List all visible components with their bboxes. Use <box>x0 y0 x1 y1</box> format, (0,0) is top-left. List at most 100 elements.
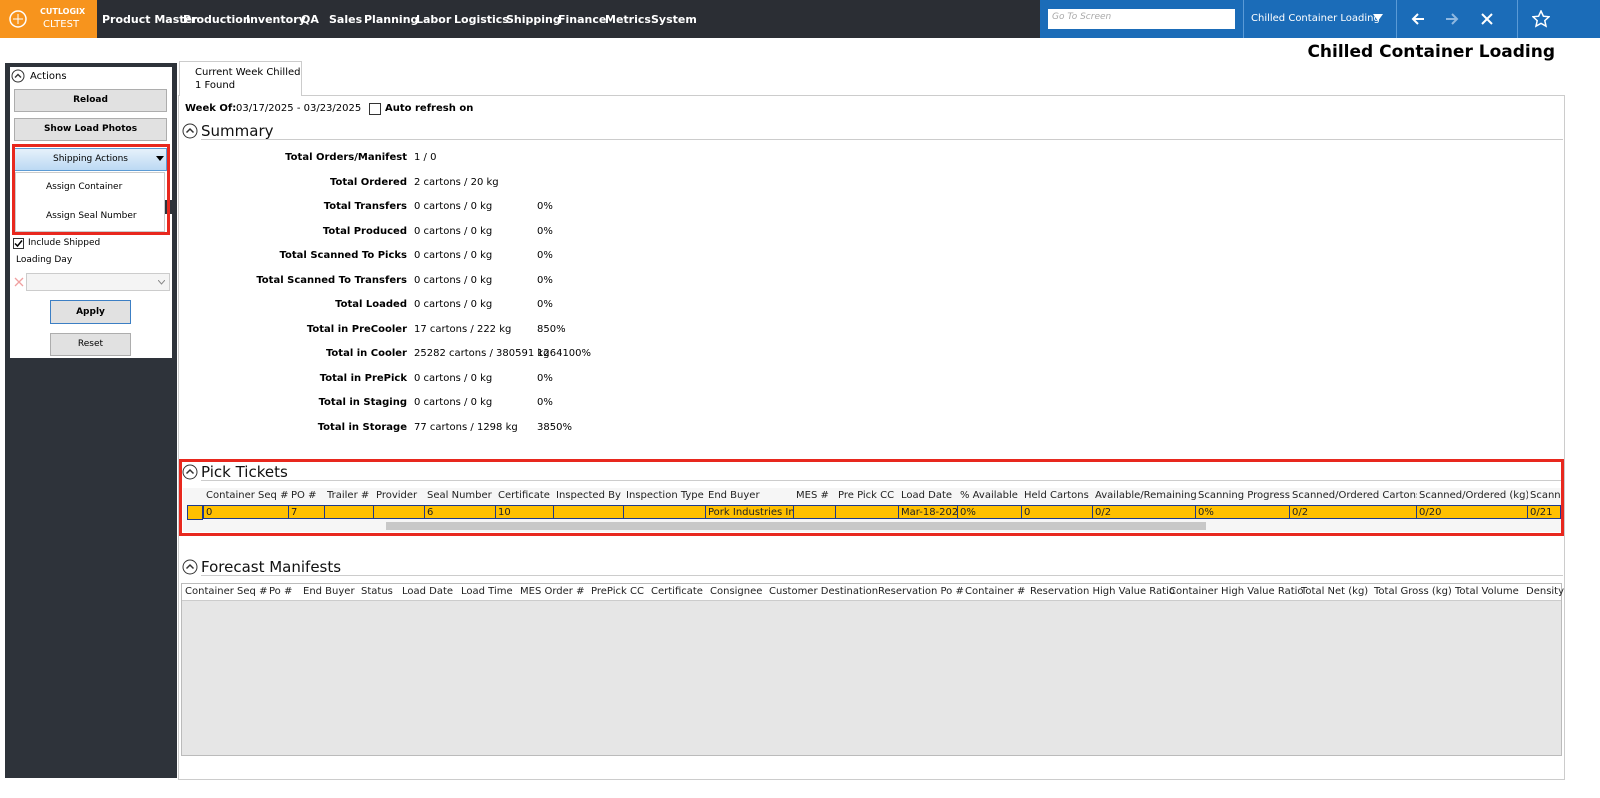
column-header: Scanned/Ordered (kg) <box>1419 490 1528 501</box>
column-header: End Buyer <box>708 490 760 501</box>
divider <box>201 575 1563 576</box>
column-header: Load Date <box>402 586 454 597</box>
search-box[interactable]: Go To Screen <box>1048 9 1235 29</box>
column-header: Provider <box>376 490 418 501</box>
back-button[interactable] <box>1410 11 1426 27</box>
screen-select[interactable]: Chilled Container Loading <box>1251 13 1380 24</box>
dropdown-arrow <box>156 156 164 161</box>
logo-text: CUTLOGIX <box>40 7 86 16</box>
clear-icon[interactable] <box>14 277 24 287</box>
menu-item[interactable]: Sales <box>329 13 363 26</box>
summary-percent: 1264100% <box>537 348 592 359</box>
grid-cell[interactable]: 0/21 <box>1527 505 1561 519</box>
favorite-button[interactable] <box>1532 10 1550 28</box>
summary-percent: 0% <box>537 225 553 237</box>
row-selector[interactable] <box>187 505 203 520</box>
logo-block[interactable]: CUTLOGIX CLTEST <box>0 0 97 38</box>
divider <box>201 480 1563 481</box>
checkbox[interactable] <box>13 238 24 249</box>
apply-button[interactable]: Apply <box>50 300 131 324</box>
menu-item[interactable]: Shipping <box>506 13 561 26</box>
summary-label: Total Scanned To Transfers <box>256 274 407 286</box>
collapse-icon[interactable] <box>182 123 198 139</box>
menu-item[interactable]: Production <box>183 13 251 26</box>
section-label: Actions <box>30 71 67 82</box>
summary-label: Total Transfers <box>323 201 407 212</box>
menu-item[interactable]: QA <box>301 13 319 26</box>
column-header: Po # <box>269 586 293 597</box>
summary-percent: 0% <box>537 201 553 212</box>
menu-item[interactable]: Finance <box>558 13 607 26</box>
forward-button[interactable] <box>1444 11 1460 27</box>
column-header: Load Date <box>901 490 953 501</box>
column-header: Container # <box>965 586 1026 597</box>
close-button[interactable] <box>1480 12 1494 26</box>
tab-count: 1 Found <box>195 80 236 91</box>
reload-button[interactable]: Reload <box>14 89 167 112</box>
collapse-icon[interactable] <box>182 464 198 480</box>
menu-item[interactable]: Logistics <box>454 13 509 26</box>
summary-percent: 0% <box>537 274 553 286</box>
summary-value: 0 cartons / 0 kg <box>414 274 493 286</box>
menu-item[interactable]: Planning <box>364 13 419 26</box>
column-header: Total Net (kg) <box>1301 586 1369 597</box>
show-load-photos-button[interactable]: Show Load Photos <box>14 118 167 141</box>
checkbox-label: Auto refresh on <box>385 103 474 114</box>
dropdown-arrow[interactable] <box>1372 13 1384 23</box>
column-header: PrePick CC <box>591 586 644 597</box>
separator <box>1243 0 1244 38</box>
menu-item[interactable]: Inventory <box>246 13 306 26</box>
menu-item[interactable]: Labor <box>416 13 452 26</box>
summary-label: Total in Storage <box>317 421 407 433</box>
column-header: Consignee <box>710 586 763 597</box>
highlight-box <box>12 144 170 235</box>
collapse-icon[interactable] <box>182 559 198 575</box>
column-header: End Buyer <box>303 586 355 597</box>
column-header: Reservation High Value Ratio <box>1030 586 1175 597</box>
scrollbar-thumb[interactable] <box>386 522 1206 530</box>
menu-item[interactable]: Product Master <box>102 13 198 26</box>
summary-percent: 0% <box>537 397 553 408</box>
menu-item[interactable]: System <box>651 13 697 26</box>
column-header: Container High Value Ratio <box>1169 586 1304 597</box>
grid-cell[interactable]: Pork Industries Inc. <box>705 505 794 519</box>
summary-percent: 0% <box>537 250 553 261</box>
tab[interactable]: Current Week Chilled 1 Found <box>179 61 302 96</box>
summary-label: Total in Staging <box>318 397 407 408</box>
column-header: % Available <box>960 490 1018 501</box>
column-header: Scanning Progress <box>1198 490 1290 501</box>
menu-item[interactable]: Metrics <box>605 13 651 26</box>
page-title: Chilled Container Loading <box>1307 42 1555 62</box>
summary-label: Total in PrePick <box>319 372 407 384</box>
combo-arrow <box>158 280 165 285</box>
field-label: Loading Day <box>16 255 73 265</box>
summary-label: Total in Cooler <box>325 348 407 359</box>
column-header: Scanne <box>1530 490 1561 501</box>
checkbox[interactable] <box>369 103 381 115</box>
summary-percent: 3850% <box>537 421 572 433</box>
column-header: Total Volume <box>1455 586 1519 597</box>
summary-value: 0 cartons / 0 kg <box>414 299 493 310</box>
divider <box>201 139 1563 140</box>
loading-day-combo[interactable] <box>26 273 170 291</box>
column-header: Container Seq # <box>185 586 268 597</box>
week-label: Week Of: <box>185 103 237 114</box>
column-header: Status <box>361 586 393 597</box>
summary-label: Total Loaded <box>335 299 407 310</box>
menu-item[interactable]: Assign Seal Number <box>46 211 137 221</box>
summary-percent: 850% <box>537 323 566 335</box>
menu-item[interactable]: Assign Container <box>46 182 123 192</box>
logo-icon <box>9 10 27 28</box>
column-header: Scanned/Ordered Cartons <box>1292 490 1417 501</box>
collapse-icon[interactable] <box>11 69 25 83</box>
env-name: CLTEST <box>43 19 80 30</box>
summary-label: Total Ordered <box>329 176 407 188</box>
forecast-grid <box>181 583 1562 756</box>
column-header: Container Seq # <box>206 490 289 501</box>
column-header: Certificate <box>651 586 703 597</box>
reset-button[interactable]: Reset <box>50 333 131 356</box>
column-header: Customer Destination <box>769 586 879 597</box>
column-header: Seal Number <box>427 490 492 501</box>
grid-cell[interactable]: 0/2 <box>1289 505 1417 519</box>
